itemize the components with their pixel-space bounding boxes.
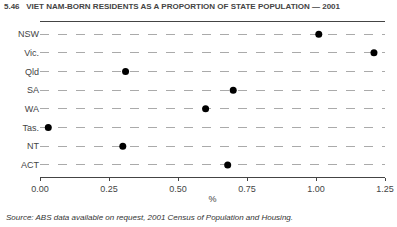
svg-text:1.00: 1.00 — [307, 184, 325, 194]
svg-text:0.00: 0.00 — [31, 184, 49, 194]
svg-text:5.46 VIET NAM-BORN RESIDENTS: 5.46 VIET NAM-BORN RESIDENTS AS A PROPOR… — [4, 2, 341, 11]
svg-text:Source: ABS data available on: Source: ABS data available on request, 2… — [6, 213, 293, 222]
svg-text:NSW: NSW — [18, 29, 40, 39]
svg-text:1.25: 1.25 — [376, 184, 394, 194]
svg-text:0.25: 0.25 — [100, 184, 118, 194]
svg-text:%: % — [208, 194, 216, 204]
svg-text:0.75: 0.75 — [238, 184, 256, 194]
svg-text:ACT: ACT — [21, 160, 40, 170]
svg-text:WA: WA — [25, 104, 39, 114]
svg-text:NT: NT — [27, 141, 39, 151]
svg-text:Vic.: Vic. — [24, 48, 39, 58]
svg-text:Qld: Qld — [25, 67, 39, 77]
svg-text:SA: SA — [27, 85, 39, 95]
svg-text:Tas.: Tas. — [22, 123, 39, 133]
svg-text:0.50: 0.50 — [169, 184, 187, 194]
